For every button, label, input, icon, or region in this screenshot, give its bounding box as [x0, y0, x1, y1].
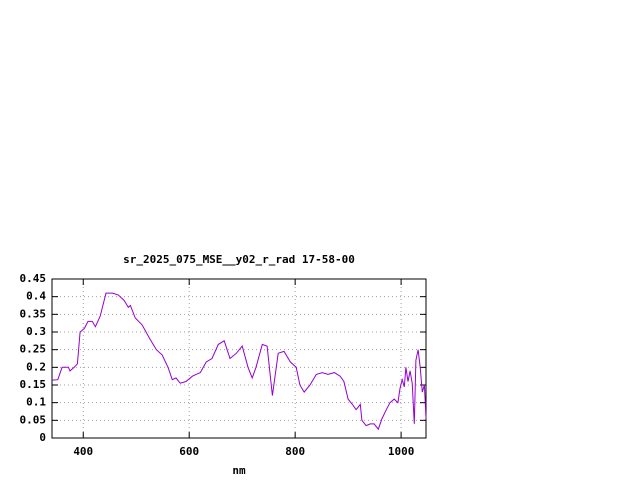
x-tick-label: 400 — [73, 445, 93, 458]
x-tick-label: 1000 — [388, 445, 415, 458]
chart-title: sr_2025_075_MSE__y02_r_rad 17-58-00 — [123, 253, 355, 266]
x-tick-label: 800 — [285, 445, 305, 458]
data-line — [51, 292, 427, 431]
plot-border — [51, 278, 427, 439]
y-tick-label: 0.35 — [20, 307, 47, 320]
x-axis-label: nm — [232, 464, 246, 477]
y-tick-label: 0.25 — [20, 343, 47, 356]
y-tick-label: 0.45 — [20, 272, 47, 285]
y-tick-label: 0.1 — [26, 396, 46, 409]
y-tick-label: 0 — [39, 431, 46, 444]
x-tick-label: 600 — [179, 445, 199, 458]
y-tick-label: 0.15 — [20, 378, 47, 391]
y-tick-label: 0.3 — [26, 325, 46, 338]
y-tick-label: 0.2 — [26, 360, 46, 373]
y-tick-label: 0.4 — [26, 290, 46, 303]
y-tick-label: 0.05 — [20, 413, 47, 426]
